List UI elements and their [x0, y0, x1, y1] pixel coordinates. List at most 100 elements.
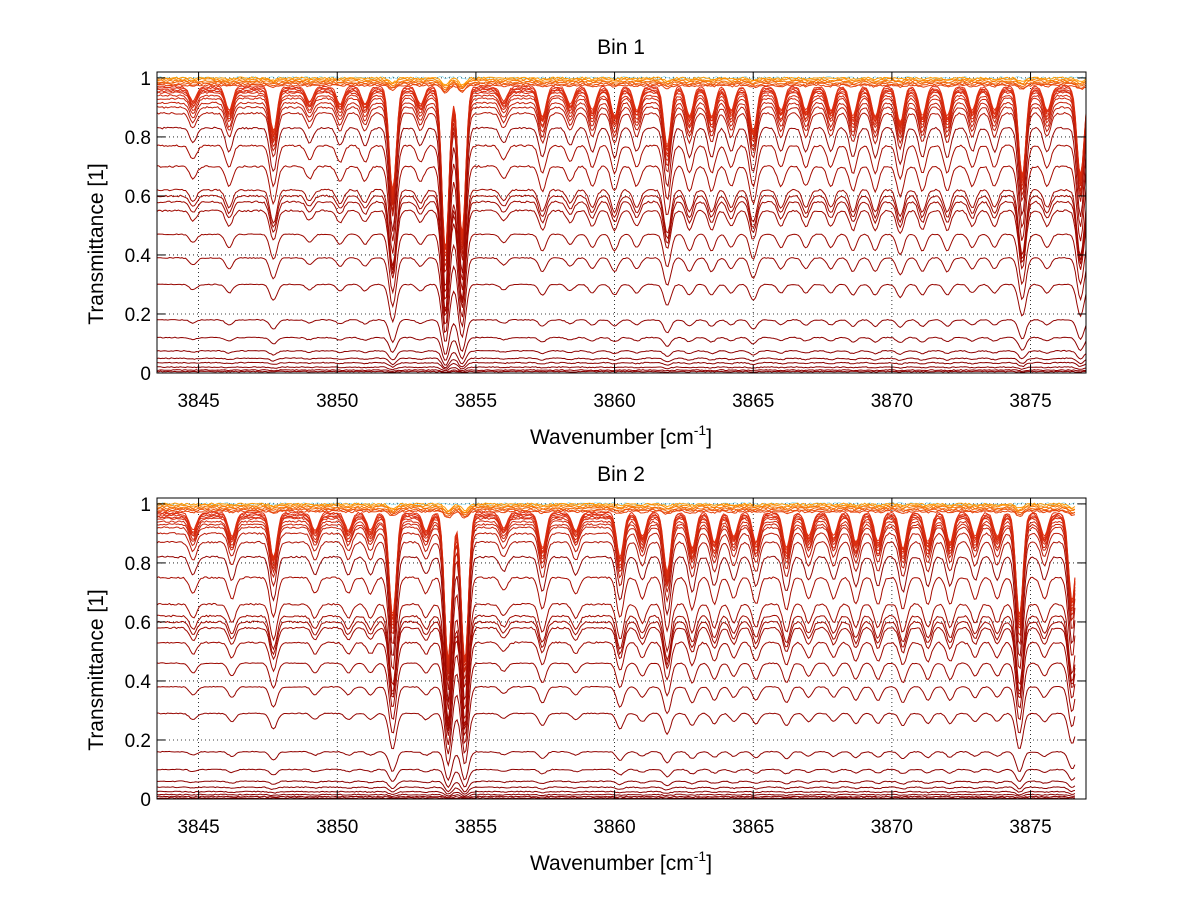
series-line-19 — [156, 188, 1087, 311]
series-line-19 — [157, 614, 1076, 726]
x-tick-label-3: 3860 — [593, 817, 635, 838]
series-line-26 — [156, 750, 1076, 782]
series-line-33 — [156, 797, 1075, 800]
series-line-4 — [156, 508, 1076, 518]
series-line-23 — [156, 233, 1087, 325]
series-line-14 — [156, 105, 1087, 267]
y-tick-label-0: 0 — [140, 364, 151, 385]
series-line-18 — [156, 164, 1087, 301]
x-tick-label-1: 3850 — [316, 391, 358, 412]
x-axis-label-superscript: -1 — [694, 848, 707, 864]
series-line-29 — [156, 357, 1087, 369]
y-tick-label-1: 0.2 — [125, 305, 151, 326]
series-line-12 — [156, 97, 1087, 259]
series-line-22 — [156, 209, 1087, 317]
x-axis-label-main: Wavenumber [cm — [530, 426, 694, 449]
y-tick-label-0: 0 — [140, 790, 151, 811]
series-line-21 — [156, 626, 1076, 732]
x-tick-label-3: 3860 — [593, 391, 635, 412]
x-axis-label: Wavenumber [cm-1] — [530, 848, 712, 875]
panel-bin-1: Bin 1 3845 3850 3855 3860 3865 3870 3875 0 0.2 0.… — [85, 36, 1087, 449]
y-tick-label-1: 0.2 — [125, 731, 151, 752]
x-tick-label-1: 3850 — [316, 817, 358, 838]
series-line-16 — [156, 126, 1087, 287]
series-line-4 — [156, 82, 1087, 93]
series-line-30 — [156, 361, 1087, 370]
series-line-14 — [156, 531, 1076, 682]
y-tick-label-5: 1 — [140, 69, 151, 90]
x-tick-label-2: 3855 — [455, 391, 497, 412]
series-line-28 — [157, 780, 1076, 793]
series-line-15 — [156, 540, 1076, 690]
series-line-24 — [157, 256, 1087, 334]
series-line-24 — [156, 685, 1076, 755]
panel-bin-2: Bin 2 3845 3850 3855 3860 3865 3870 3875 0 0.2 0.… — [85, 463, 1087, 875]
x-tick-label-5: 3870 — [871, 391, 913, 412]
ticks: 3845 3850 3855 3860 3865 3870 3875 0 0.2 0.4 0.6 0.… — [125, 495, 1086, 838]
x-tick-label-5: 3870 — [871, 817, 913, 838]
series-line-0 — [156, 76, 1087, 86]
series-line-17 — [156, 144, 1087, 293]
x-tick-label-4: 3865 — [732, 391, 774, 412]
series-line-16 — [157, 555, 1076, 703]
y-tick-label-2: 0.4 — [125, 672, 152, 693]
series-line-21 — [156, 200, 1087, 314]
series-line-28 — [156, 349, 1087, 366]
series-line-20 — [156, 194, 1087, 313]
series-line-18 — [156, 602, 1076, 721]
series-line-25 — [156, 283, 1087, 342]
series-line-31 — [157, 366, 1087, 372]
x-axis-label-main: Wavenumber [cm — [530, 852, 694, 875]
series-line-33 — [156, 370, 1087, 374]
series-line-17 — [156, 576, 1076, 710]
series-line-29 — [156, 786, 1076, 795]
x-axis-label: Wavenumber [cm-1] — [530, 422, 712, 449]
x-axis-label-end: ] — [706, 852, 712, 875]
series-line-30 — [156, 790, 1076, 797]
y-tick-label-3: 0.6 — [125, 613, 151, 634]
series-line-1 — [156, 77, 1087, 88]
series-line-13 — [156, 101, 1087, 263]
x-axis-label-end: ] — [706, 426, 712, 449]
panel-title: Bin 2 — [597, 463, 645, 486]
y-tick-label-3: 0.6 — [125, 187, 151, 208]
ticks: 3845 3850 3855 3860 3865 3870 3875 0 0.2 0.4 0.6 0.… — [125, 69, 1086, 412]
series-line-32 — [156, 369, 1087, 373]
series-line-1 — [156, 503, 1075, 513]
series-line-25 — [156, 712, 1076, 768]
x-axis-label-superscript: -1 — [694, 422, 707, 438]
x-tick-label-0: 3845 — [177, 817, 219, 838]
series-line-13 — [156, 526, 1076, 675]
series-line-32 — [156, 795, 1075, 800]
x-tick-label-6: 3875 — [1009, 817, 1051, 838]
series-line-3 — [156, 506, 1076, 516]
series-line-2 — [156, 79, 1087, 89]
series-line-31 — [156, 793, 1076, 798]
series-line-0 — [156, 502, 1076, 512]
panel-title: Bin 1 — [597, 36, 645, 59]
y-tick-label-5: 1 — [140, 495, 151, 516]
y-tick-label-4: 0.8 — [125, 554, 151, 575]
series-line-15 — [156, 111, 1087, 274]
x-tick-label-4: 3865 — [732, 817, 774, 838]
axes-frame — [156, 71, 1087, 374]
series-line-2 — [156, 505, 1076, 515]
y-tick-label-2: 0.4 — [125, 246, 152, 267]
y-axis-label: Transmittance [1] — [85, 589, 108, 750]
axes-frame — [156, 497, 1087, 800]
series-line-26 — [157, 318, 1087, 355]
x-tick-label-0: 3845 — [177, 391, 219, 412]
series-line-11 — [156, 94, 1087, 256]
series-line-7 — [156, 86, 1087, 249]
series-line-27 — [156, 768, 1076, 789]
series-line-5 — [156, 83, 1087, 94]
series-line-10 — [156, 91, 1087, 253]
series-group — [156, 501, 1076, 800]
x-tick-label-2: 3855 — [455, 817, 497, 838]
series-line-5 — [157, 509, 1076, 519]
y-tick-label-4: 0.8 — [125, 128, 151, 149]
series-group — [156, 75, 1087, 374]
series-line-27 — [157, 336, 1087, 361]
